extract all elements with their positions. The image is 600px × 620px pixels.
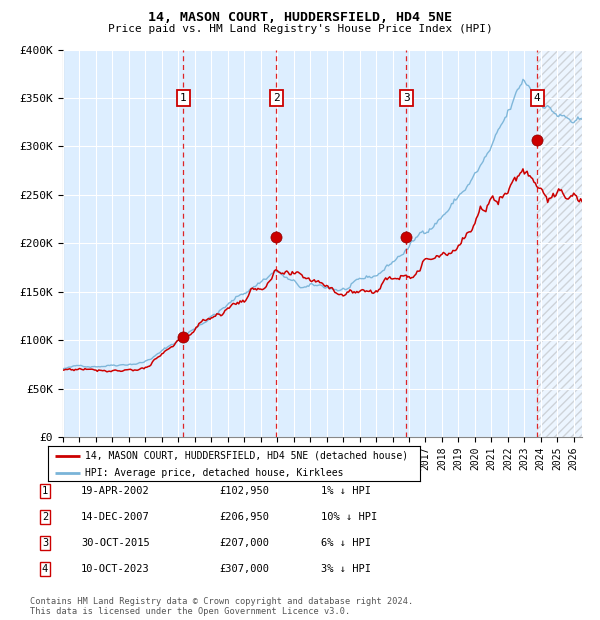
Text: 4: 4 (42, 564, 48, 574)
Text: Contains HM Land Registry data © Crown copyright and database right 2024.: Contains HM Land Registry data © Crown c… (30, 597, 413, 606)
Text: 2: 2 (273, 93, 280, 103)
Text: 14, MASON COURT, HUDDERSFIELD, HD4 5NE: 14, MASON COURT, HUDDERSFIELD, HD4 5NE (148, 11, 452, 24)
Text: 3: 3 (42, 538, 48, 548)
Text: 6% ↓ HPI: 6% ↓ HPI (321, 538, 371, 548)
Text: 10-OCT-2023: 10-OCT-2023 (81, 564, 150, 574)
Text: 1: 1 (180, 93, 187, 103)
Text: £102,950: £102,950 (219, 486, 269, 496)
Text: £206,950: £206,950 (219, 512, 269, 522)
Text: Price paid vs. HM Land Registry's House Price Index (HPI): Price paid vs. HM Land Registry's House … (107, 24, 493, 33)
Text: 3: 3 (403, 93, 410, 103)
Text: 1% ↓ HPI: 1% ↓ HPI (321, 486, 371, 496)
Text: 4: 4 (534, 93, 541, 103)
Text: 3% ↓ HPI: 3% ↓ HPI (321, 564, 371, 574)
Text: 2: 2 (42, 512, 48, 522)
Text: 1: 1 (42, 486, 48, 496)
Text: £207,000: £207,000 (219, 538, 269, 548)
Text: 30-OCT-2015: 30-OCT-2015 (81, 538, 150, 548)
Text: 10% ↓ HPI: 10% ↓ HPI (321, 512, 377, 522)
Text: 14-DEC-2007: 14-DEC-2007 (81, 512, 150, 522)
Bar (537, 50, 582, 437)
Text: 19-APR-2002: 19-APR-2002 (81, 486, 150, 496)
Text: HPI: Average price, detached house, Kirklees: HPI: Average price, detached house, Kirk… (85, 468, 344, 478)
Text: £307,000: £307,000 (219, 564, 269, 574)
Text: This data is licensed under the Open Government Licence v3.0.: This data is licensed under the Open Gov… (30, 607, 350, 616)
Text: 14, MASON COURT, HUDDERSFIELD, HD4 5NE (detached house): 14, MASON COURT, HUDDERSFIELD, HD4 5NE (… (85, 451, 409, 461)
